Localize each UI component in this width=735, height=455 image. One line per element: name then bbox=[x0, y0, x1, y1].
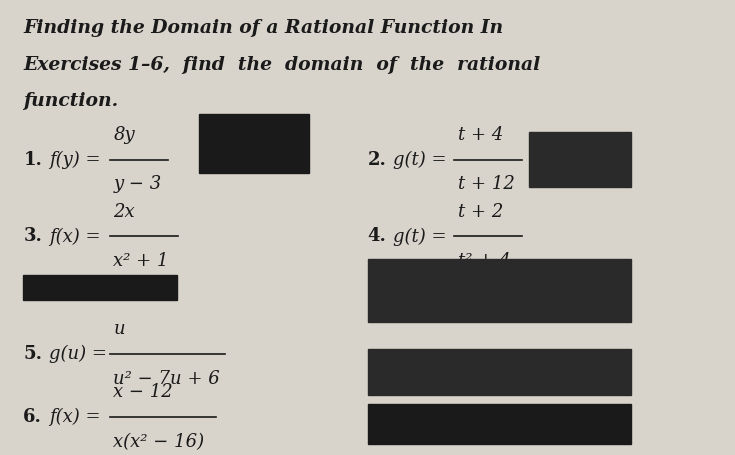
Text: Exercises 1–6,  find  the  domain  of  the  rational: Exercises 1–6, find the domain of the ra… bbox=[24, 56, 541, 74]
Text: t + 12: t + 12 bbox=[458, 176, 514, 193]
Text: t + 4: t + 4 bbox=[458, 126, 503, 144]
Bar bbox=[368, 404, 631, 445]
Text: 2.: 2. bbox=[368, 151, 387, 169]
Text: u: u bbox=[113, 320, 125, 338]
Text: y − 3: y − 3 bbox=[113, 176, 162, 193]
Bar bbox=[199, 114, 309, 173]
Text: f(y) =: f(y) = bbox=[49, 151, 101, 169]
Bar bbox=[528, 132, 631, 187]
Text: 3.: 3. bbox=[24, 228, 42, 245]
Text: f(x) =: f(x) = bbox=[49, 408, 101, 426]
Text: 8y: 8y bbox=[113, 126, 135, 144]
Text: 1.: 1. bbox=[24, 151, 42, 169]
Text: x − 12: x − 12 bbox=[113, 384, 173, 401]
Text: g(t) =: g(t) = bbox=[393, 228, 447, 246]
Text: x(x² − 16): x(x² − 16) bbox=[113, 433, 204, 451]
Text: x² + 1: x² + 1 bbox=[113, 252, 169, 270]
Bar bbox=[368, 259, 631, 322]
Text: 2x: 2x bbox=[113, 202, 135, 221]
Text: Finding the Domain of a Rational Function In: Finding the Domain of a Rational Functio… bbox=[24, 20, 503, 37]
Text: function.: function. bbox=[24, 92, 118, 110]
Text: g(t) =: g(t) = bbox=[393, 151, 447, 169]
Bar bbox=[24, 275, 177, 300]
Text: t² + 4: t² + 4 bbox=[458, 252, 510, 270]
Text: t + 2: t + 2 bbox=[458, 202, 503, 221]
Bar bbox=[368, 349, 631, 394]
Text: u² − 7u + 6: u² − 7u + 6 bbox=[113, 370, 220, 388]
Text: g(u) =: g(u) = bbox=[49, 345, 107, 363]
Text: 4.: 4. bbox=[368, 228, 387, 245]
Text: f(x) =: f(x) = bbox=[49, 228, 101, 246]
Text: 5.: 5. bbox=[24, 345, 43, 363]
Text: 6.: 6. bbox=[24, 408, 42, 426]
